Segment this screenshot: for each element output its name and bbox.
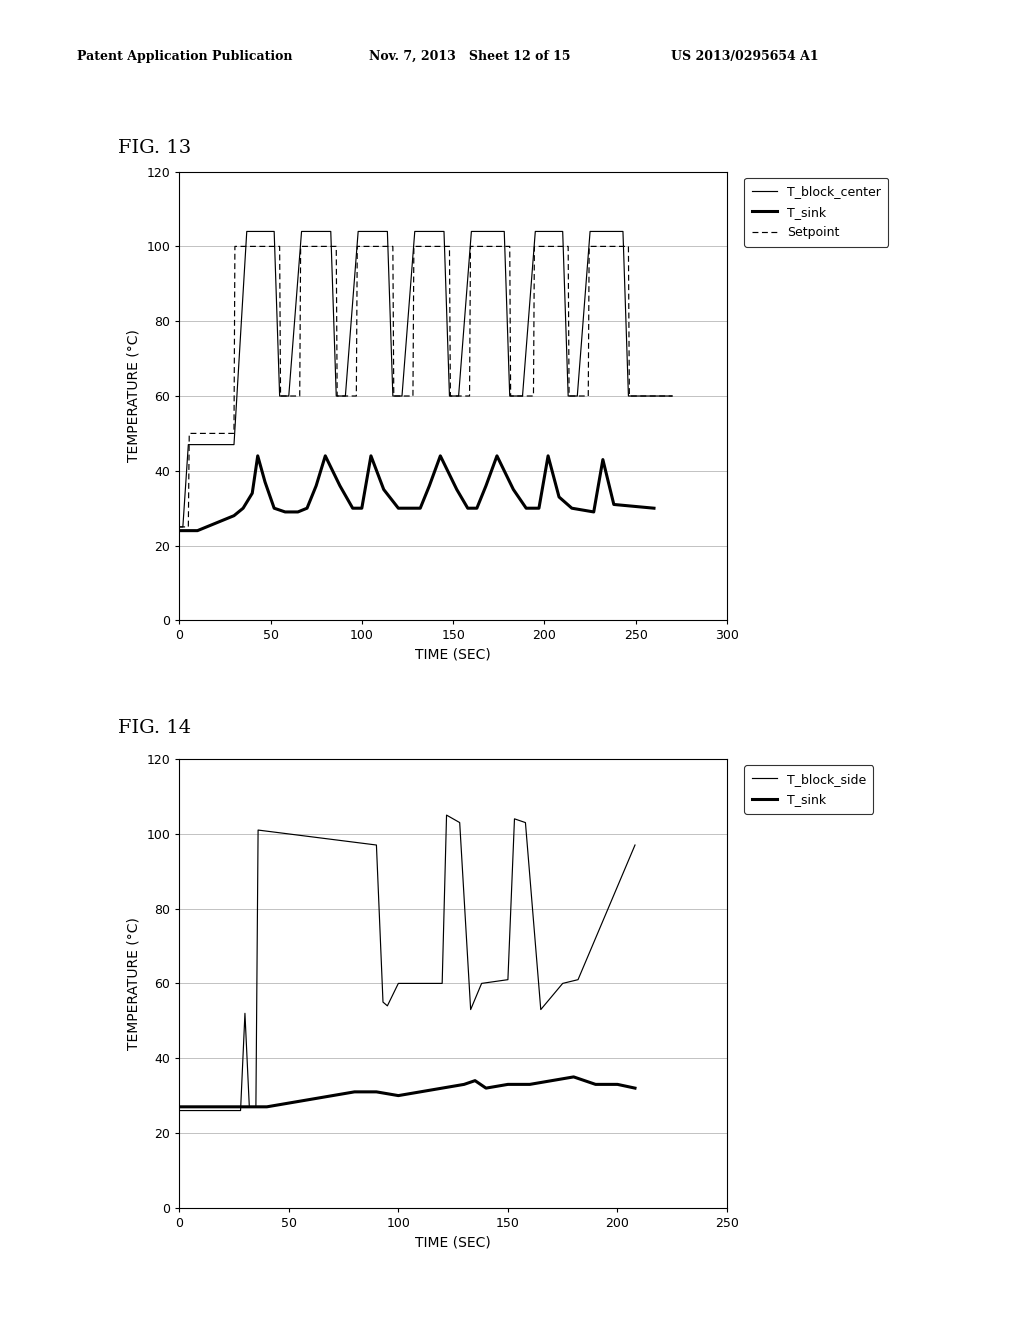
- Legend: T_block_side, T_sink: T_block_side, T_sink: [744, 766, 873, 813]
- Text: US 2013/0295654 A1: US 2013/0295654 A1: [671, 50, 818, 63]
- Text: FIG. 14: FIG. 14: [118, 719, 190, 738]
- X-axis label: TIME (SEC): TIME (SEC): [416, 648, 490, 663]
- Legend: T_block_center, T_sink, Setpoint: T_block_center, T_sink, Setpoint: [744, 178, 888, 247]
- Text: FIG. 13: FIG. 13: [118, 139, 191, 157]
- Text: Nov. 7, 2013   Sheet 12 of 15: Nov. 7, 2013 Sheet 12 of 15: [369, 50, 570, 63]
- X-axis label: TIME (SEC): TIME (SEC): [416, 1236, 490, 1250]
- Text: Patent Application Publication: Patent Application Publication: [77, 50, 292, 63]
- Y-axis label: TEMPERATURE (°C): TEMPERATURE (°C): [127, 917, 140, 1049]
- Y-axis label: TEMPERATURE (°C): TEMPERATURE (°C): [127, 330, 140, 462]
